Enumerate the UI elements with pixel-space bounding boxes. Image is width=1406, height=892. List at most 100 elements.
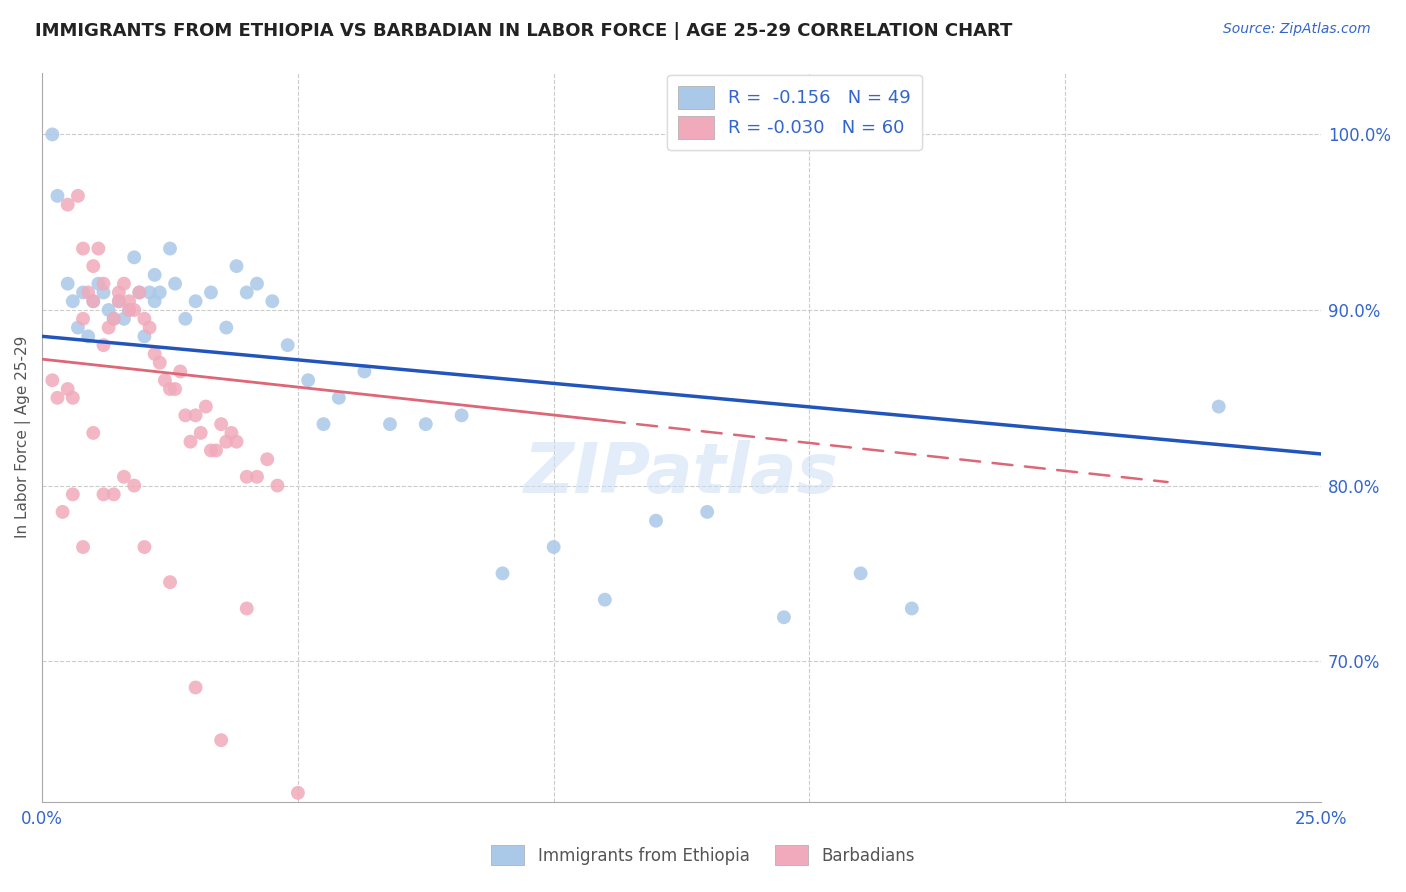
Point <box>184 681 207 695</box>
Point <box>72 242 94 256</box>
Point <box>143 347 166 361</box>
Point <box>184 294 207 309</box>
Point <box>215 434 238 449</box>
Point <box>328 391 350 405</box>
Point <box>200 443 222 458</box>
Point <box>103 311 125 326</box>
Point <box>159 382 181 396</box>
Point <box>46 189 69 203</box>
Point <box>108 285 131 300</box>
Y-axis label: In Labor Force | Age 25-29: In Labor Force | Age 25-29 <box>15 336 31 539</box>
Point <box>491 566 513 581</box>
Point <box>225 434 247 449</box>
Legend: Immigrants from Ethiopia, Barbadians: Immigrants from Ethiopia, Barbadians <box>482 837 924 873</box>
Point <box>72 540 94 554</box>
Point <box>593 592 616 607</box>
Point <box>97 320 120 334</box>
Point <box>112 470 135 484</box>
Point <box>128 285 150 300</box>
Point <box>696 505 718 519</box>
Point <box>209 417 232 431</box>
Point <box>221 425 243 440</box>
Point <box>235 285 257 300</box>
Point <box>122 478 145 492</box>
Point <box>112 311 135 326</box>
Point <box>209 733 232 747</box>
Point <box>153 373 176 387</box>
Point <box>134 329 156 343</box>
Point <box>72 311 94 326</box>
Point <box>56 382 79 396</box>
Point <box>235 470 257 484</box>
Point <box>225 259 247 273</box>
Point <box>165 382 187 396</box>
Point <box>256 452 278 467</box>
Point <box>246 470 269 484</box>
Point <box>82 294 104 309</box>
Point <box>378 417 401 431</box>
Point <box>901 601 924 615</box>
Point <box>62 294 84 309</box>
Point <box>266 478 288 492</box>
Point <box>41 128 63 142</box>
Point <box>179 434 201 449</box>
Point <box>184 409 207 423</box>
Point <box>93 277 115 291</box>
Point <box>77 285 100 300</box>
Point <box>159 242 181 256</box>
Point <box>277 338 299 352</box>
Point <box>645 514 668 528</box>
Point <box>312 417 335 431</box>
Point <box>93 338 115 352</box>
Point <box>72 285 94 300</box>
Point <box>93 487 115 501</box>
Point <box>134 311 156 326</box>
Legend: R =  -0.156   N = 49, R = -0.030   N = 60: R = -0.156 N = 49, R = -0.030 N = 60 <box>666 75 922 150</box>
Point <box>87 242 110 256</box>
Point <box>174 409 197 423</box>
Point <box>174 311 197 326</box>
Point <box>118 303 141 318</box>
Point <box>122 250 145 264</box>
Point <box>246 277 269 291</box>
Point <box>149 356 172 370</box>
Point <box>87 277 110 291</box>
Point <box>190 425 212 440</box>
Point <box>108 294 131 309</box>
Point <box>415 417 437 431</box>
Point <box>77 329 100 343</box>
Point <box>450 409 472 423</box>
Point <box>235 601 257 615</box>
Point <box>165 277 187 291</box>
Point <box>118 294 141 309</box>
Point <box>134 540 156 554</box>
Point <box>108 294 131 309</box>
Text: IMMIGRANTS FROM ETHIOPIA VS BARBADIAN IN LABOR FORCE | AGE 25-29 CORRELATION CHA: IMMIGRANTS FROM ETHIOPIA VS BARBADIAN IN… <box>35 22 1012 40</box>
Point <box>205 443 228 458</box>
Point <box>1208 400 1230 414</box>
Point <box>143 294 166 309</box>
Point <box>215 320 238 334</box>
Point <box>128 285 150 300</box>
Point <box>56 277 79 291</box>
Point <box>62 487 84 501</box>
Point <box>82 259 104 273</box>
Point <box>149 285 172 300</box>
Point <box>169 364 191 378</box>
Point <box>849 566 872 581</box>
Point <box>122 303 145 318</box>
Point <box>138 320 160 334</box>
Point <box>194 400 217 414</box>
Point <box>46 391 69 405</box>
Point <box>82 425 104 440</box>
Point <box>41 373 63 387</box>
Text: Source: ZipAtlas.com: Source: ZipAtlas.com <box>1223 22 1371 37</box>
Point <box>93 285 115 300</box>
Point <box>353 364 375 378</box>
Point <box>62 391 84 405</box>
Point <box>143 268 166 282</box>
Point <box>773 610 796 624</box>
Point <box>103 311 125 326</box>
Text: ZIPatlas: ZIPatlas <box>524 441 839 508</box>
Point <box>287 786 309 800</box>
